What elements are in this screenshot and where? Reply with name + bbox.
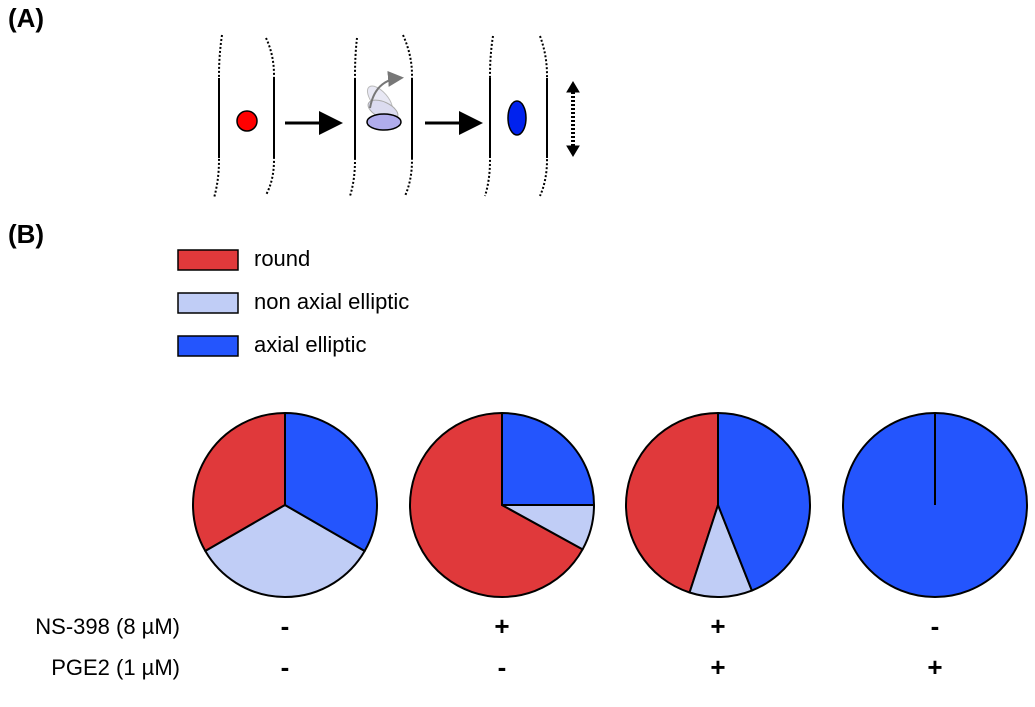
panel-label: (B) — [8, 219, 44, 249]
legend-label: non axial elliptic — [254, 289, 409, 314]
legend-swatch — [177, 249, 239, 271]
treatment-sign: + — [710, 652, 725, 682]
treatment-label: NS-398 (8 µM) — [35, 614, 180, 639]
treatment-sign: - — [931, 611, 940, 641]
legend: round non axial elliptic axial elliptic — [177, 246, 409, 357]
treatment-sign: + — [494, 611, 509, 641]
pie-slice — [284, 412, 378, 552]
treatment-sign: + — [927, 652, 942, 682]
pie-slice — [717, 412, 811, 592]
treatment-sign: - — [281, 652, 290, 682]
pies — [192, 412, 1028, 598]
schematic — [213, 34, 580, 199]
pie-slice — [501, 412, 595, 506]
legend-label: axial elliptic — [254, 332, 367, 357]
treatment-sign: + — [710, 611, 725, 641]
pie-slice — [625, 412, 719, 594]
panel-label: (A) — [8, 3, 44, 33]
legend-label: round — [254, 246, 310, 271]
pie-slice — [204, 504, 366, 598]
legend-swatch — [177, 292, 239, 314]
treatment-label: PGE2 (1 µM) — [51, 655, 180, 680]
treatment-sign: - — [498, 652, 507, 682]
pie-slice — [409, 412, 584, 598]
treatment-sign: - — [281, 611, 290, 641]
treatments: NS-398 (8 µM) - + + - PGE2 (1 µM) - - + + — [35, 611, 942, 682]
legend-swatch — [177, 335, 239, 357]
pie-slice — [192, 412, 286, 552]
